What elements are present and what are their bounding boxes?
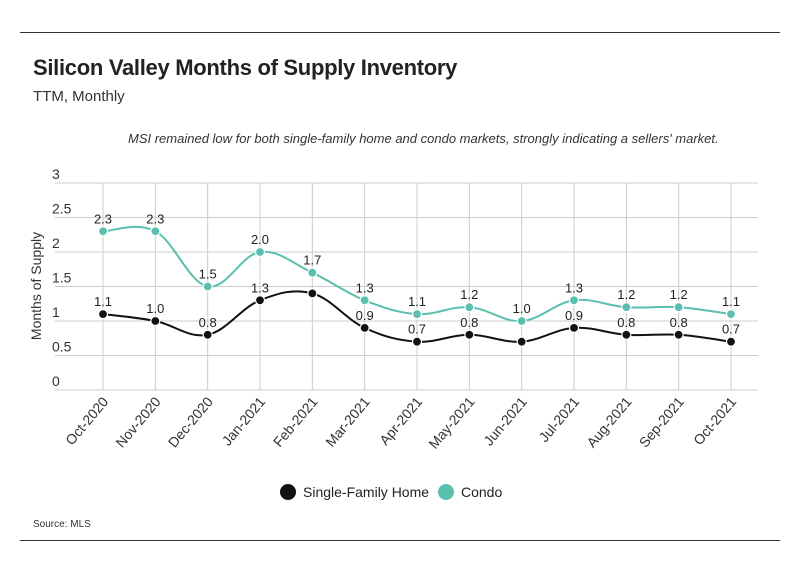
condo-data-point [359,295,370,306]
condo-data-label: 1.0 [513,301,531,316]
sfh-data-point [202,329,213,340]
chart-subtitle: TTM, Monthly [33,88,125,105]
x-tick-label: Apr-2021 [376,393,425,448]
sfh-data-point [673,329,684,340]
x-tick-label: Oct-2021 [690,393,739,448]
sfh-data-label: 1.0 [146,301,164,316]
y-tick-label: 2.5 [52,201,72,217]
condo-data-point [725,309,737,320]
chart-title: Silicon Valley Months of Supply Inventor… [33,55,458,80]
top-rule [20,32,780,33]
condo-data-point [97,226,109,237]
gridlines [55,182,758,391]
condo-data-point [516,315,527,327]
sfh-data-point [97,309,109,320]
x-tick-label: Mar-2021 [322,393,373,449]
y-tick-label: 0 [52,373,60,389]
x-tick-label: Dec-2020 [165,393,216,450]
legend[interactable]: Single-Family Home Condo [280,484,502,500]
sfh-data-point [464,329,475,340]
y-tick-label: 0.5 [52,339,72,355]
condo-data-point [254,246,266,258]
sfh-data-point [621,329,632,340]
sfh-data-label: 0.8 [670,315,688,330]
condo-data-label: 1.2 [460,287,478,302]
condo-data-point [621,302,632,313]
y-tick-label: 1.5 [52,270,72,286]
condo-data-point [411,309,423,320]
x-tick-label: Jun-2021 [480,393,530,448]
condo-data-point [307,267,318,278]
condo-data-point [464,302,475,313]
sfh-data-point [254,295,266,306]
sfh-data-label: 0.8 [617,315,635,330]
x-tick-label: May-2021 [425,393,477,451]
y-axis-ticks: 0 0.5 1 1.5 2 2.5 3 [52,166,72,389]
condo-data-label: 1.1 [722,294,740,309]
sfh-data-label: 0.7 [408,322,426,337]
sfh-data-point [359,322,370,333]
chart-annotation: MSI remained low for both single-family … [128,131,719,146]
condo-data-label: 2.3 [146,211,164,226]
x-tick-label: Feb-2021 [270,393,321,449]
condo-data-label: 1.3 [565,280,583,295]
sfh-data-point [725,336,737,347]
y-axis-label: Months of Supply [28,232,44,340]
legend-condo-label: Condo [461,484,502,500]
source-note: Source: MLS [33,519,91,530]
series-points [97,226,737,347]
x-tick-label: Nov-2020 [112,393,163,450]
condo-data-point [673,302,684,313]
sfh-data-label: 0.7 [722,322,740,337]
y-tick-label: 2 [52,235,60,251]
condo-data-point [150,226,161,237]
condo-data-label: 1.3 [356,280,374,295]
x-tick-label: Sep-2021 [636,393,687,450]
x-tick-label: Jan-2021 [219,393,269,448]
y-tick-label: 1 [52,304,60,320]
legend-sfh-label: Single-Family Home [303,484,429,500]
condo-data-label: 2.0 [251,232,269,247]
x-axis-ticks: Oct-2020 Nov-2020 Dec-2020 Jan-2021 Feb-2021… [62,393,739,451]
x-tick-label: Oct-2020 [62,393,111,448]
sfh-data-point [411,336,423,347]
sfh-data-point [516,336,527,347]
data-labels: 1.1 1.0 0.8 1.3 0.9 0.7 0.8 0.9 0.8 0.8 0.7 2.3 2.3 1… [94,211,740,336]
sfh-data-label: 0.8 [460,315,478,330]
y-tick-label: 3 [52,166,60,182]
sfh-data-label: 0.8 [199,315,217,330]
legend-sfh-marker [280,484,296,500]
sfh-data-point [568,322,580,333]
x-tick-label: Aug-2021 [583,393,634,450]
condo-data-point [568,295,580,306]
condo-data-label: 2.3 [94,211,112,226]
x-tick-label: Jul-2021 [536,393,583,445]
sfh-data-point [150,315,161,327]
condo-data-label: 1.5 [199,267,217,282]
sfh-data-label: 1.1 [94,294,112,309]
bottom-rule [20,540,780,541]
sfh-data-label: 0.9 [356,308,374,323]
condo-data-label: 1.7 [303,253,321,268]
condo-data-label: 1.2 [617,287,635,302]
condo-data-label: 1.1 [408,294,426,309]
sfh-data-point [307,288,318,299]
legend-condo-marker [438,484,454,500]
sfh-data-label: 1.3 [251,280,269,295]
sfh-data-label: 0.9 [565,308,583,323]
condo-data-point [202,281,213,292]
condo-data-label: 1.2 [670,287,688,302]
